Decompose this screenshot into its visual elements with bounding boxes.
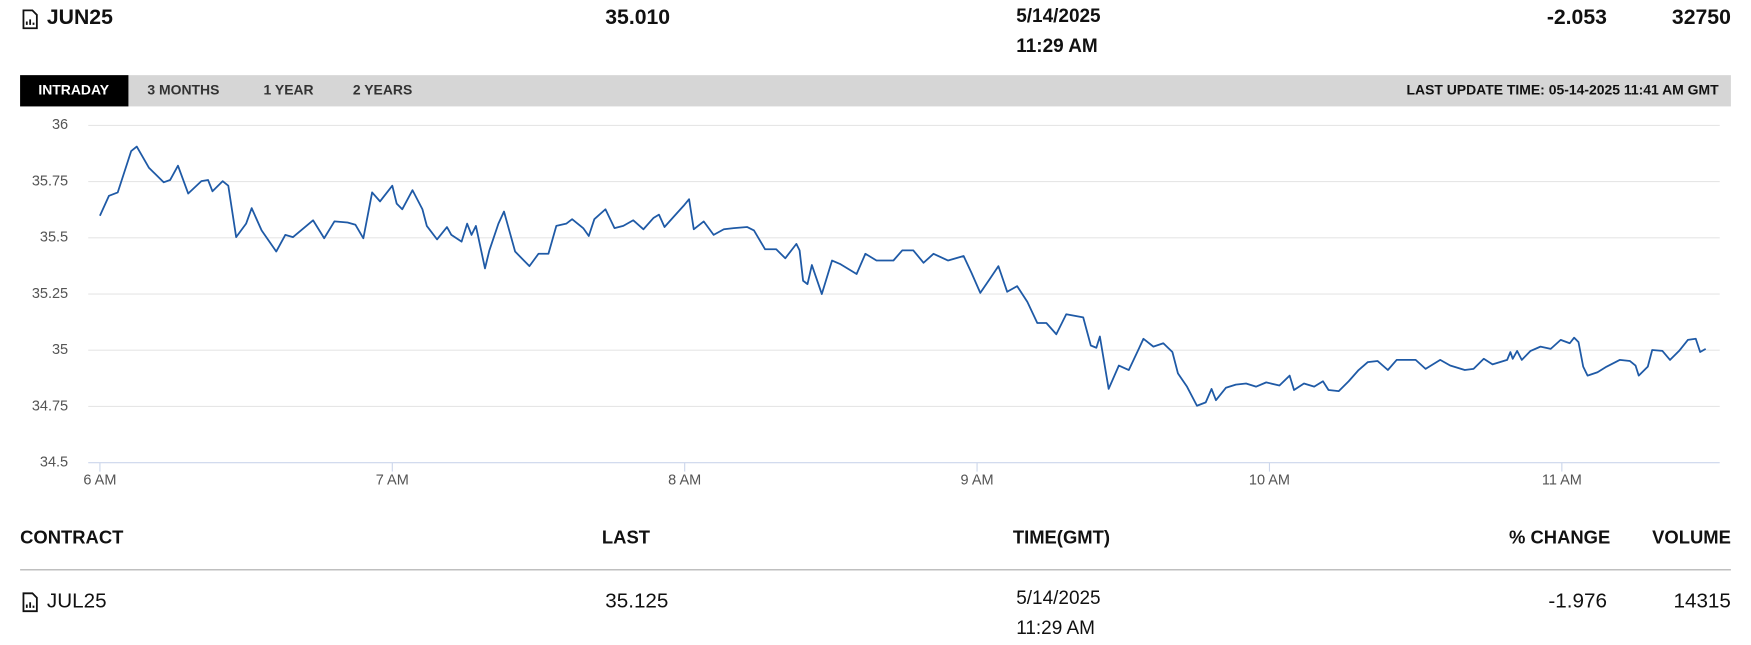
tab-bar (20, 75, 1731, 107)
date: 5/14/2025 (1016, 6, 1101, 27)
x-tick-label: 8 AM (668, 472, 701, 488)
volume: 32750 (1672, 6, 1731, 29)
y-tick-label: 35.75 (32, 173, 68, 189)
price-line (99, 145, 1707, 407)
x-tick-label: 11 AM (1542, 472, 1582, 488)
table-header: CONTRACT (20, 526, 124, 547)
table-header: LAST (602, 526, 651, 547)
file-icon (22, 592, 38, 613)
file-icon (22, 9, 38, 30)
tab[interactable]: INTRADAY (38, 81, 109, 97)
tab[interactable]: 2 YEARS (353, 81, 412, 97)
x-tick-label: 7 AM (376, 472, 409, 488)
tab-active-bg (20, 75, 129, 107)
table-header: TIME(GMT) (1013, 526, 1110, 547)
contract: JUN25 (47, 6, 113, 29)
cell[interactable]: JUL25 (47, 590, 107, 613)
change: -2.053 (1547, 6, 1607, 29)
last-update: LAST UPDATE TIME: 05-14-2025 11:41 AM GM… (1406, 81, 1719, 97)
y-tick-label: 35.25 (32, 286, 68, 302)
tab[interactable]: 3 MONTHS (147, 81, 219, 97)
y-tick-label: 34.5 (40, 454, 68, 470)
y-tick-label: 34.75 (32, 398, 68, 414)
table-header: % CHANGE (1509, 526, 1610, 547)
y-tick-label: 36 (52, 117, 68, 133)
x-tick-label: 10 AM (1249, 472, 1290, 488)
last-price: 35.010 (605, 6, 670, 29)
cell: 35.125 (605, 590, 668, 613)
x-tick-label: 6 AM (83, 472, 116, 488)
table-header: VOLUME (1652, 526, 1731, 547)
time: 11:29 AM (1016, 36, 1098, 57)
cell: 5/14/2025 (1016, 588, 1100, 609)
cell: 11:29 AM (1016, 618, 1095, 639)
cell: 14315 (1673, 590, 1730, 613)
y-tick-label: 35.5 (40, 230, 68, 246)
y-tick-label: 35 (52, 342, 68, 358)
chart: 34.5 34.75 35 35.25 35.5 35.75 36 6 AM 7 AM 8 AM 9… (32, 117, 1720, 488)
cell: -1.976 (1548, 590, 1607, 613)
tab[interactable]: 1 YEAR (264, 81, 314, 97)
x-tick-label: 9 AM (961, 472, 994, 488)
